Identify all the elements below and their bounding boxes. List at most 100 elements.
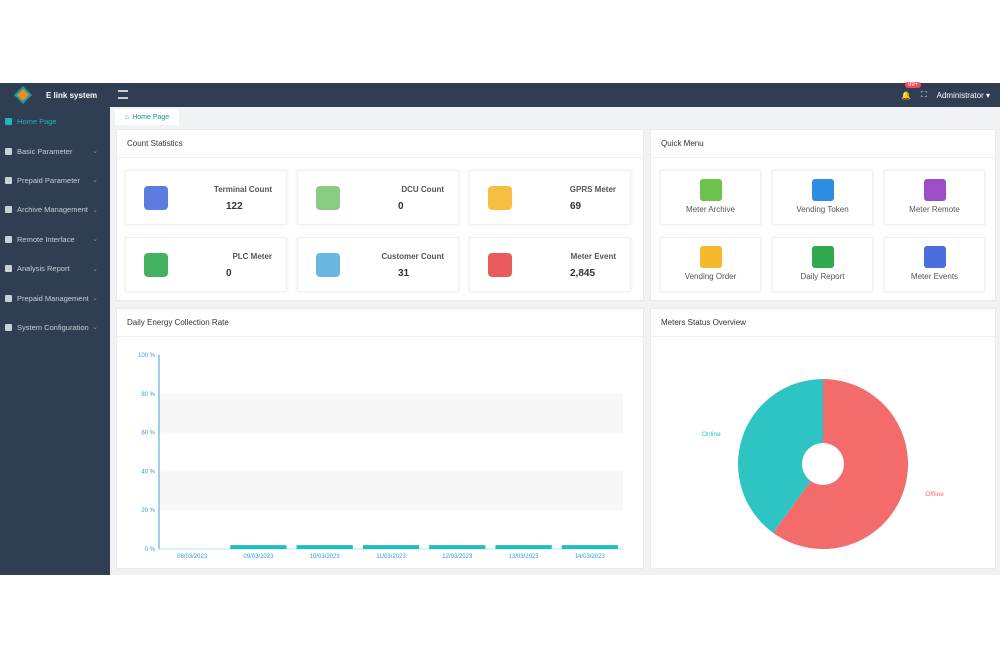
menu-item-icon xyxy=(5,294,12,302)
menu-item-icon xyxy=(5,147,12,155)
quick-menu-daily-report[interactable]: Daily Report xyxy=(772,237,873,292)
stat-value: 31 xyxy=(398,268,410,279)
stat-meter-event: Meter Event 2,845 xyxy=(469,237,631,292)
y-tick-label: 20 % xyxy=(141,508,155,514)
sidebar-item-analysis-report[interactable]: Analysis Report ⌄ xyxy=(0,254,110,283)
grid-band xyxy=(159,393,623,433)
tab-bar: ⌂ Home Page xyxy=(110,107,1000,125)
sidebar-item-label: Prepaid Management xyxy=(17,293,89,303)
quick-menu-label: Daily Report xyxy=(800,272,845,281)
chevron-down-icon: ⌄ xyxy=(92,324,98,332)
quick-menu-card: Quick Menu Meter Archive Vending Token Met… xyxy=(650,129,996,301)
y-tick-label: 40 % xyxy=(141,469,155,475)
card-title: Meters Status Overview xyxy=(651,309,995,337)
home-icon: ⌂ xyxy=(125,113,130,121)
pie-label: Online xyxy=(702,431,721,438)
menu-item-icon xyxy=(5,323,12,331)
sidebar-item-prepaid-parameter[interactable]: Prepaid Parameter ⌄ xyxy=(0,166,110,195)
pie-slice-online[interactable] xyxy=(738,379,823,533)
sidebar-item-basic-parameter[interactable]: Basic Parameter ⌄ xyxy=(0,136,110,165)
bell-icon[interactable]: 🔔 xyxy=(901,90,912,100)
handshake-icon xyxy=(699,246,722,268)
chevron-down-icon: ⌄ xyxy=(92,206,98,214)
stat-value: 0 xyxy=(226,268,232,279)
menu-item-icon xyxy=(5,176,12,184)
chevron-down-icon: ⌄ xyxy=(92,177,98,185)
users-icon xyxy=(316,253,340,277)
sidebar-item-home-page[interactable]: Home Page xyxy=(0,107,110,136)
sidebar-item-archive-management[interactable]: Archive Management ⌄ xyxy=(0,195,110,224)
top-bar: E link system 99+ 🔔 ⛶ Administrator ▾ xyxy=(0,82,1000,107)
quick-menu-label: Meter Archive xyxy=(686,205,735,214)
bar[interactable] xyxy=(362,545,420,549)
sidebar-item-remote-interface[interactable]: Remote Interface ⌄ xyxy=(0,225,110,254)
quick-menu-vending-order[interactable]: Vending Order xyxy=(660,237,761,292)
x-tick-label: 11/03/2023 xyxy=(376,554,406,560)
dcu-icon xyxy=(316,186,340,210)
pie-label: Offline xyxy=(925,491,944,498)
bar[interactable] xyxy=(495,545,552,549)
y-tick-label: 80 % xyxy=(141,392,155,398)
logo-icon xyxy=(14,86,32,104)
pie-chart: Offline Online xyxy=(702,379,944,549)
stat-customer-count: Customer Count 31 xyxy=(297,237,459,292)
stat-label: DCU Count xyxy=(401,185,444,194)
stat-value: 0 xyxy=(398,201,404,212)
x-tick-label: 13/03/2023 xyxy=(509,554,540,560)
stat-gprs-meter: GPRS Meter 69 xyxy=(469,170,631,225)
donut-hole xyxy=(802,443,844,485)
sidebar-item-label: Analysis Report xyxy=(17,264,70,274)
x-tick-label: 10/03/2023 xyxy=(310,554,341,560)
quick-menu-label: Meter Remote xyxy=(909,205,960,214)
satellite-icon xyxy=(923,179,946,201)
menu-item-icon xyxy=(5,235,12,243)
card-title: Quick Menu xyxy=(651,130,995,158)
chevron-down-icon: ⌄ xyxy=(92,236,98,244)
chevron-down-icon: ⌄ xyxy=(92,265,98,273)
sidebar-item-label: Archive Management xyxy=(17,205,88,215)
menu-item-icon xyxy=(5,118,12,126)
bar[interactable] xyxy=(429,545,486,549)
quick-menu-vending-token[interactable]: Vending Token xyxy=(772,170,873,225)
sidebar-item-label: Prepaid Parameter xyxy=(17,175,80,185)
x-tick-label: 08/03/2023 xyxy=(177,554,208,560)
quick-menu-label: Vending Order xyxy=(684,272,737,281)
card-title: Count Statistics xyxy=(117,130,643,158)
key-user-icon xyxy=(811,179,834,201)
sidebar-item-system-configuration[interactable]: System Configuration ⌄ xyxy=(0,313,110,342)
y-tick-label: 100 % xyxy=(138,353,156,359)
tab-label: Home Page xyxy=(132,113,170,121)
quick-menu-meter-archive[interactable]: Meter Archive xyxy=(660,170,761,225)
quick-menu-meter-remote[interactable]: Meter Remote xyxy=(884,170,985,225)
fullscreen-icon[interactable]: ⛶ xyxy=(921,90,927,99)
user-menu[interactable]: Administrator ▾ xyxy=(936,90,990,100)
x-tick-label: 09/03/2023 xyxy=(243,554,274,560)
stat-label: Meter Event xyxy=(570,252,616,261)
stat-label: PLC Meter xyxy=(232,252,272,261)
quick-menu-label: Meter Events xyxy=(910,272,959,281)
bar[interactable] xyxy=(230,545,287,549)
menu-toggle-icon[interactable] xyxy=(118,90,128,99)
user-name: Administrator xyxy=(936,90,984,100)
app: E link system 99+ 🔔 ⛶ Administrator ▾ Ho… xyxy=(0,82,1000,575)
sidebar-item-prepaid-management[interactable]: Prepaid Management ⌄ xyxy=(0,283,110,312)
count-statistics-card: Count Statistics Terminal Count 122 DCU Co… xyxy=(116,129,644,301)
card-title: Daily Energy Collection Rate xyxy=(117,309,643,337)
bar[interactable] xyxy=(561,545,618,549)
status-chart-card: Meters Status Overview Offline Online xyxy=(650,308,996,569)
x-tick-label: 14/03/2023 xyxy=(575,554,606,560)
brand-name: E link system xyxy=(46,91,98,100)
y-tick-label: 0 % xyxy=(145,547,156,553)
tab-home-page[interactable]: ⌂ Home Page xyxy=(115,109,180,125)
stat-dcu-count: DCU Count 0 xyxy=(297,170,459,225)
quick-menu-meter-events[interactable]: Meter Events xyxy=(884,237,985,292)
stat-label: Customer Count xyxy=(381,252,444,261)
notification-badge: 99+ xyxy=(905,82,922,88)
y-tick-label: 60 % xyxy=(141,431,155,437)
stat-label: GPRS Meter xyxy=(569,185,616,194)
bar-chart: 0 % 20 % 40 % 60 % 80 % 100 % 08/03/2023 09/03/… xyxy=(138,353,623,560)
sidebar-item-label: Basic Parameter xyxy=(17,146,73,156)
stat-terminal-count: Terminal Count 122 xyxy=(125,170,287,225)
bar[interactable] xyxy=(296,545,353,549)
stat-plc-meter: PLC Meter 0 xyxy=(125,237,287,292)
